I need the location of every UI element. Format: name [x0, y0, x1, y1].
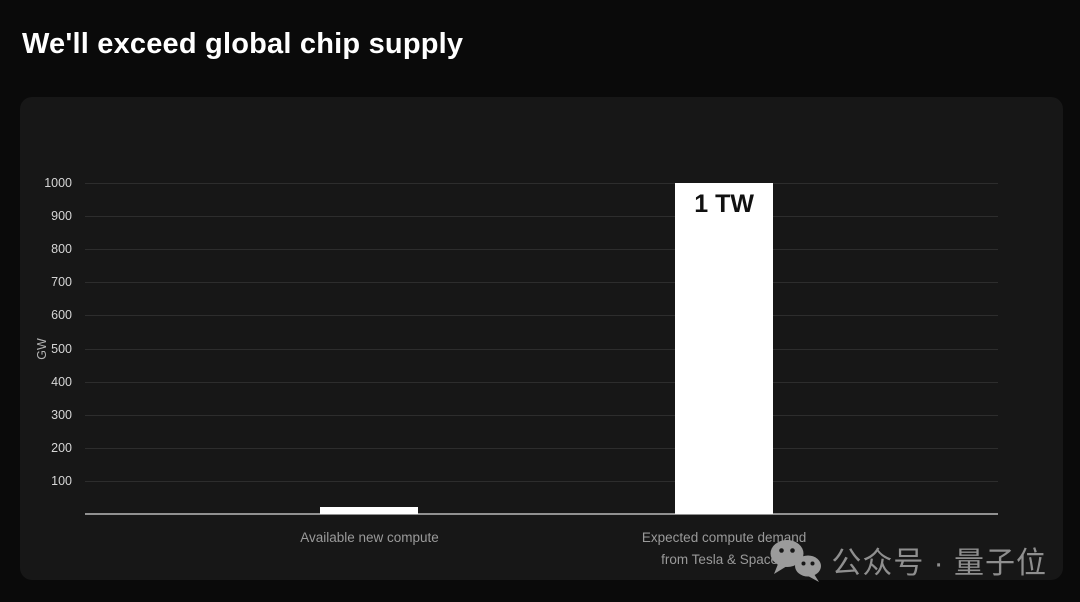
y-tick-label: 700 [51, 275, 72, 290]
y-tick-label: 200 [51, 440, 72, 455]
category-label: Expected compute demand from Tesla & Spac… [642, 527, 806, 571]
gridline [85, 480, 998, 482]
wechat-icon [770, 540, 822, 582]
gridline [85, 183, 998, 184]
y-tick-label: 1000 [44, 176, 72, 190]
chart-plot-area: 100 200 300 400 500 600 700 800 900 1000 Available… [44, 176, 998, 567]
y-tick-label: 600 [51, 308, 72, 323]
page-title: We'll exceed global chip supply [22, 28, 464, 60]
category-label-line: from Tesla & SpaceX [661, 552, 787, 567]
gridline [85, 447, 998, 449]
gridline [85, 414, 998, 416]
x-axis-line [85, 513, 998, 515]
y-tick-label: 300 [51, 407, 72, 422]
chart-panel: GW 100 200 300 400 500 600 700 800 900 1000 Availa… [20, 97, 1063, 580]
bar-value-label: 1 TW [694, 190, 754, 218]
gridline [85, 315, 998, 317]
gridline [85, 216, 998, 218]
watermark-text: 公众号 · 量子位 [831, 547, 1047, 580]
y-tick-label: 900 [51, 209, 72, 224]
y-tick-label: 100 [51, 473, 72, 488]
gridline [85, 282, 998, 284]
watermark: 公众号 · 量子位 [768, 537, 1047, 583]
bar [320, 507, 419, 514]
y-tick-label: 800 [51, 242, 72, 257]
y-tick-label: 500 [51, 341, 72, 356]
gridline [85, 381, 998, 383]
category-label: Available new compute [300, 527, 439, 549]
bar: 1 TW [675, 183, 774, 514]
gridline [85, 249, 998, 251]
category-label-line: Expected compute demand [641, 530, 807, 545]
gridline [85, 348, 998, 350]
y-tick-label: 400 [51, 374, 72, 389]
category-label-line: Available new compute [300, 530, 439, 545]
